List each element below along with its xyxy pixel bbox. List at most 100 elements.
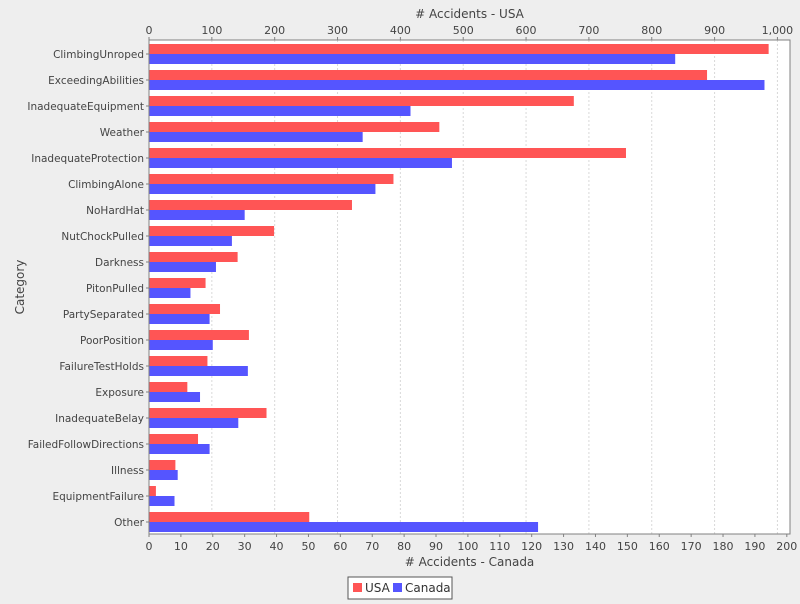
bar-canada-other [149,522,539,532]
category-label-failuretestholds: FailureTestHolds [59,361,144,373]
bar-usa-inadequatebelay [149,408,267,418]
top-axis-title: # Accidents - USA [415,7,525,21]
bar-canada-pitonpulled [149,288,191,298]
bar-canada-illness [149,470,178,480]
top-axis-tick-label: 100 [201,24,222,37]
category-label-weather: Weather [100,127,145,139]
top-axis-tick-label: 200 [264,24,285,37]
bar-usa-inadequateequipment [149,96,574,106]
bottom-axis-tick-label: 100 [457,540,478,553]
bottom-axis-tick-label: 10 [174,540,188,553]
category-axis: ClimbingUnroped ExceedingAbilities Inadequ… [27,40,150,534]
legend-label-canada: Canada [405,581,451,595]
top-axis-tick-label: 500 [453,24,474,37]
bar-usa-equipmentfailure [149,486,156,496]
category-label-equipmentfailure: EquipmentFailure [52,491,144,503]
bottom-axis-tick-label: 40 [270,540,284,553]
category-label-climbingalone: ClimbingAlone [68,179,144,191]
bar-usa-climbingalone [149,174,394,184]
bottom-axis-tick-label: 0 [146,540,153,553]
bar-canada-failuretestholds [149,366,248,376]
bottom-axis-tick-label: 20 [206,540,220,553]
bar-canada-inadequatebelay [149,418,239,428]
bar-canada-climbingunroped [149,54,676,64]
bar-canada-poorposition [149,340,213,350]
bar-usa-illness [149,460,176,470]
category-label-pitonpulled: PitonPulled [86,283,144,295]
bar-usa-pitonpulled [149,278,206,288]
bar-canada-inadequateprotection [149,158,452,168]
category-label-poorposition: PoorPosition [80,335,144,347]
category-label-inadequateequipment: InadequateEquipment [27,101,144,113]
category-label-nohardhat: NoHardHat [86,205,144,217]
top-axis-tick-label: 900 [704,24,725,37]
category-axis-title: Category [13,260,27,315]
top-axis-tick-label: 1,000 [762,24,794,37]
legend: USA Canada [347,576,453,600]
top-axis-tick-label: 800 [641,24,662,37]
bottom-axis-tick-label: 200 [776,540,797,553]
bar-canada-weather [149,132,363,142]
bar-canada-darkness [149,262,216,272]
legend-swatch-usa [353,583,362,592]
bar-usa-other [149,512,310,522]
bottom-axis-tick-label: 140 [585,540,606,553]
bars [149,44,769,532]
category-label-inadequatebelay: InadequateBelay [55,413,144,425]
bar-canada-equipmentfailure [149,496,175,506]
bottom-axis-tick-label: 110 [489,540,510,553]
bottom-axis-tick-label: 30 [238,540,252,553]
top-axis-tick-label: 400 [390,24,411,37]
bottom-axis-tick-label: 150 [617,540,638,553]
bar-usa-failuretestholds [149,356,208,366]
bar-canada-failedfollowdirections [149,444,210,454]
bottom-axis-tick-label: 70 [365,540,379,553]
bottom-axis-tick-label: 50 [301,540,315,553]
bar-canada-exposure [149,392,201,402]
bottom-axis-tick-label: 120 [521,540,542,553]
category-label-darkness: Darkness [95,257,144,269]
top-axis-tick-label: 0 [146,24,153,37]
top-axis: 0 100 200 300 400 500 600 700 800 900 1,000 [146,24,794,41]
bar-usa-weather [149,122,440,132]
bottom-axis-title: # Accidents - Canada [405,555,535,569]
bar-canada-exceedingabilities [149,80,765,90]
bar-usa-poorposition [149,330,249,340]
bar-usa-darkness [149,252,238,262]
bottom-axis-tick-label: 180 [713,540,734,553]
bottom-axis-tick-label: 90 [429,540,443,553]
category-label-exposure: Exposure [95,387,144,399]
bar-usa-nohardhat [149,200,352,210]
top-axis-tick-label: 600 [516,24,537,37]
bar-usa-exceedingabilities [149,70,708,80]
bar-canada-climbingalone [149,184,376,194]
bottom-axis: 0 10 20 30 40 50 60 70 80 90 100 110 120 130 140 150 160… [146,533,797,553]
legend-swatch-canada [393,583,402,592]
bar-usa-nutchockpulled [149,226,275,236]
bar-usa-failedfollowdirections [149,434,199,444]
bar-usa-inadequateprotection [149,148,626,158]
category-label-exceedingabilities: ExceedingAbilities [48,75,144,87]
top-axis-tick-label: 300 [327,24,348,37]
bar-usa-climbingunroped [149,44,769,54]
bar-canada-partyseparated [149,314,210,324]
bottom-axis-tick-label: 160 [649,540,670,553]
bar-canada-nohardhat [149,210,245,220]
category-label-illness: Illness [111,465,144,477]
bottom-axis-tick-label: 190 [744,540,765,553]
category-label-inadequateprotection: InadequateProtection [31,153,144,165]
category-label-other: Other [114,517,144,529]
category-label-partyseparated: PartySeparated [63,309,144,321]
category-label-nutchockpulled: NutChockPulled [61,231,144,243]
bottom-axis-tick-label: 170 [681,540,702,553]
bottom-axis-tick-label: 130 [553,540,574,553]
bar-usa-exposure [149,382,188,392]
category-label-failedfollowdirections: FailedFollowDirections [28,439,144,451]
legend-label-usa: USA [365,581,391,595]
bar-canada-nutchockpulled [149,236,232,246]
top-axis-tick-label: 700 [578,24,599,37]
bottom-axis-tick-label: 60 [333,540,347,553]
category-label-climbingunroped: ClimbingUnroped [53,49,144,61]
